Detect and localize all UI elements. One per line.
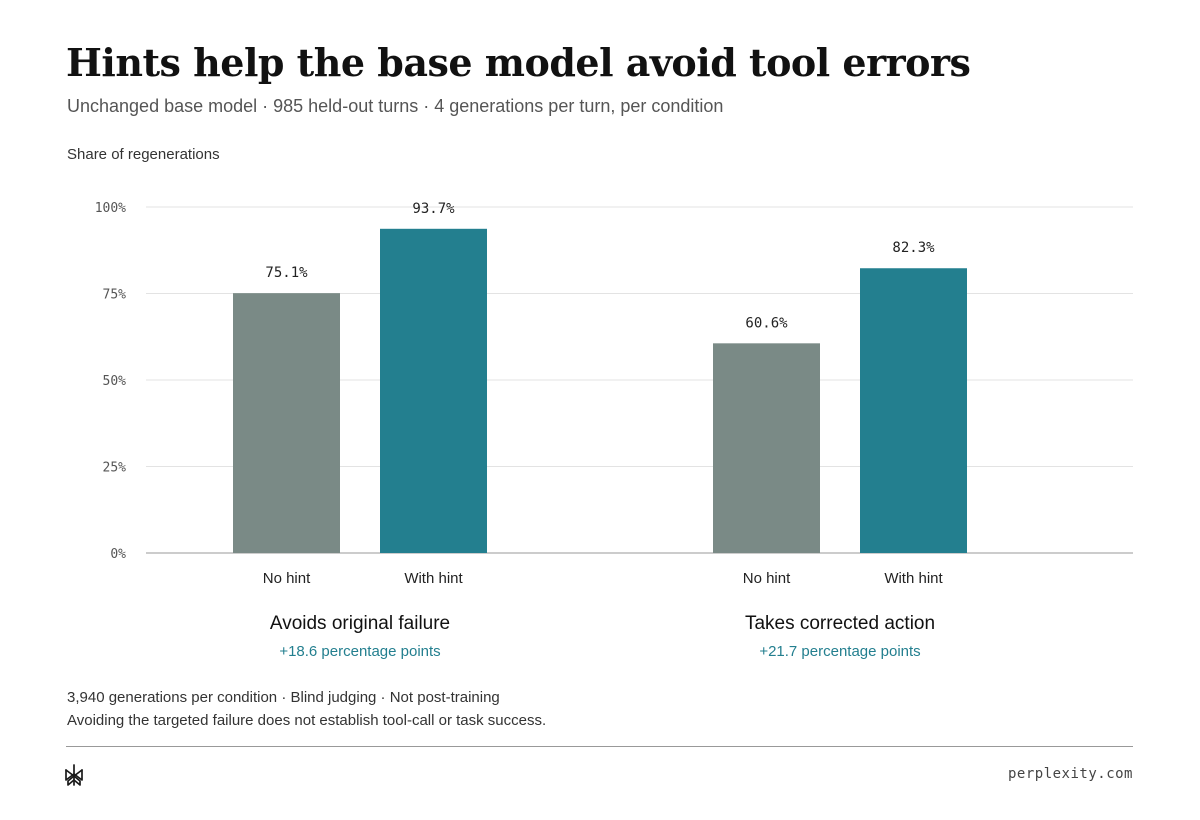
bar-category-label: No hint [743,570,791,587]
bar-category-label: No hint [263,570,311,587]
y-tick-label: 100% [95,201,126,216]
bar-value-label: 60.6% [745,315,788,331]
chart-subtitle: Unchanged base model · 985 held-out turn… [67,96,724,116]
group-label: Avoids original failure [270,613,450,634]
y-tick-label: 75% [103,288,127,303]
group-label: Takes corrected action [745,613,935,634]
y-tick-label: 0% [110,547,126,562]
bar-value-label: 82.3% [892,240,935,256]
y-tick-label: 50% [103,374,127,389]
bar [380,228,487,553]
site-domain: perplexity.com [1007,766,1133,782]
bar-value-label: 93.7% [412,201,455,217]
chart-title: Hints help the base model avoid tool err… [66,40,971,85]
footnote-methods: 3,940 generations per condition · Blind … [67,689,500,706]
group-delta-label: +21.7 percentage points [759,643,920,660]
bar [860,268,967,553]
bar-value-label: 75.1% [265,265,308,281]
bar-category-label: With hint [404,570,463,587]
bar-category-label: With hint [884,570,943,587]
bar [713,343,820,553]
bar [233,293,340,553]
footnote-caveat: Avoiding the targeted failure does not e… [67,712,547,729]
y-tick-label: 25% [103,461,127,476]
y-axis-label: Share of regenerations [67,146,220,163]
footer-divider [66,746,1133,747]
perplexity-logo-icon [64,764,84,791]
group-delta-label: +18.6 percentage points [279,643,440,660]
bar-chart: 0% 25% 50% 75% 100% 75.1% No hint 93.7% With hin… [95,201,1133,660]
